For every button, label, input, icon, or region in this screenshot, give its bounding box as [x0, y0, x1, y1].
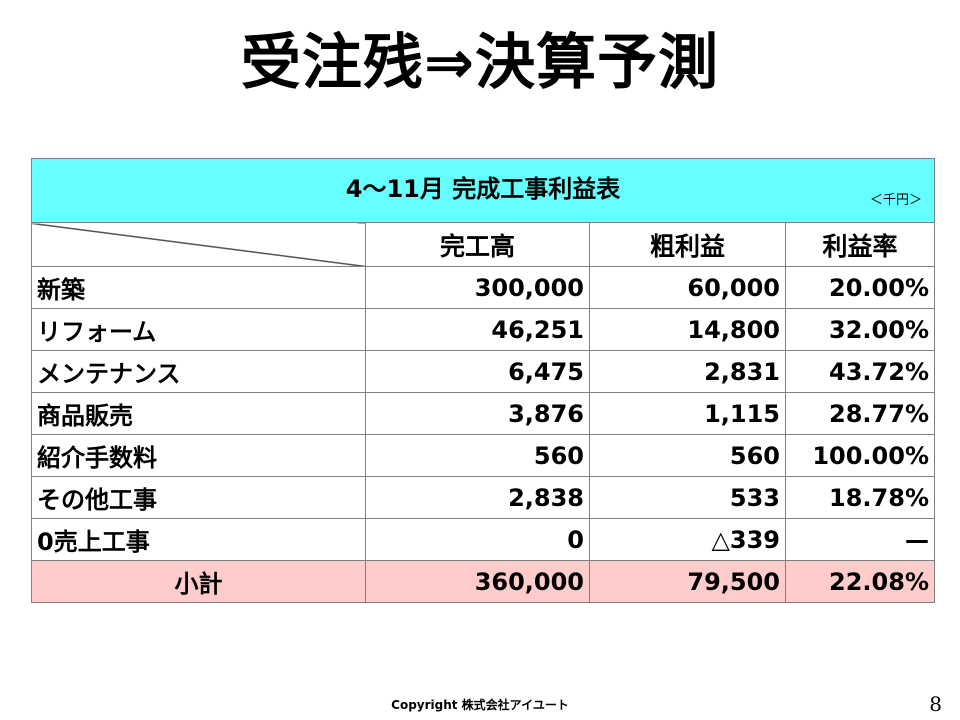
- copyright-text: Copyright 株式会社アイユート: [391, 698, 569, 712]
- row-profit: 14,800: [589, 308, 786, 351]
- header-sales: 完工高: [365, 222, 590, 267]
- row-label: リフォーム: [31, 308, 366, 351]
- page-title: 受注残⇒決算予測: [240, 28, 720, 98]
- row-label: メンテナンス: [31, 350, 366, 393]
- total-rate: 22.08%: [785, 560, 935, 603]
- table-row: 紹介手数料 560 560 100.00%: [31, 434, 935, 477]
- row-rate: 100.00%: [785, 434, 935, 477]
- row-profit: 2,831: [589, 350, 786, 393]
- row-rate: 28.77%: [785, 392, 935, 435]
- row-rate: —: [785, 518, 935, 561]
- table-caption-row: 4～11月 完成工事利益表 ＜千円＞: [31, 158, 935, 223]
- row-sales: 560: [365, 434, 590, 477]
- row-profit: 560: [589, 434, 786, 477]
- row-sales: 300,000: [365, 266, 590, 309]
- header-profit-rate: 利益率: [785, 222, 935, 267]
- row-rate: 43.72%: [785, 350, 935, 393]
- table-total-row: 小計 360,000 79,500 22.08%: [31, 560, 935, 603]
- row-label: 新築: [31, 266, 366, 309]
- row-rate: 18.78%: [785, 476, 935, 519]
- row-rate: 32.00%: [785, 308, 935, 351]
- table-row: 商品販売 3,876 1,115 28.77%: [31, 392, 935, 435]
- total-label: 小計: [31, 560, 366, 603]
- table-caption-cell: 4～11月 完成工事利益表 ＜千円＞: [31, 158, 935, 223]
- table-row: メンテナンス 6,475 2,831 43.72%: [31, 350, 935, 393]
- row-sales: 6,475: [365, 350, 590, 393]
- row-label: 0売上工事: [31, 518, 366, 561]
- table-row: その他工事 2,838 533 18.78%: [31, 476, 935, 519]
- row-rate: 20.00%: [785, 266, 935, 309]
- page-number: 8: [929, 692, 942, 716]
- total-profit: 79,500: [589, 560, 786, 603]
- table-row: 新築 300,000 60,000 20.00%: [31, 266, 935, 309]
- total-sales: 360,000: [365, 560, 590, 603]
- row-profit: 533: [589, 476, 786, 519]
- row-sales: 0: [365, 518, 590, 561]
- row-label: 紹介手数料: [31, 434, 366, 477]
- table-caption: 4～11月 完成工事利益表: [345, 175, 621, 203]
- row-profit: △339: [589, 518, 786, 561]
- row-profit: 60,000: [589, 266, 786, 309]
- row-label: 商品販売: [31, 392, 366, 435]
- row-label: その他工事: [31, 476, 366, 519]
- table-header-row: 完工高 粗利益 利益率: [31, 222, 935, 267]
- header-gross-profit: 粗利益: [589, 222, 786, 267]
- table-row: リフォーム 46,251 14,800 32.00%: [31, 308, 935, 351]
- row-sales: 3,876: [365, 392, 590, 435]
- table-row: 0売上工事 0 △339 —: [31, 518, 935, 561]
- row-sales: 46,251: [365, 308, 590, 351]
- header-corner-cell: [31, 222, 366, 267]
- row-profit: 1,115: [589, 392, 786, 435]
- unit-label: ＜千円＞: [869, 193, 922, 208]
- row-sales: 2,838: [365, 476, 590, 519]
- profit-table: 4～11月 完成工事利益表 ＜千円＞ 完工高 粗利益 利益率 新築 300,00…: [31, 158, 935, 603]
